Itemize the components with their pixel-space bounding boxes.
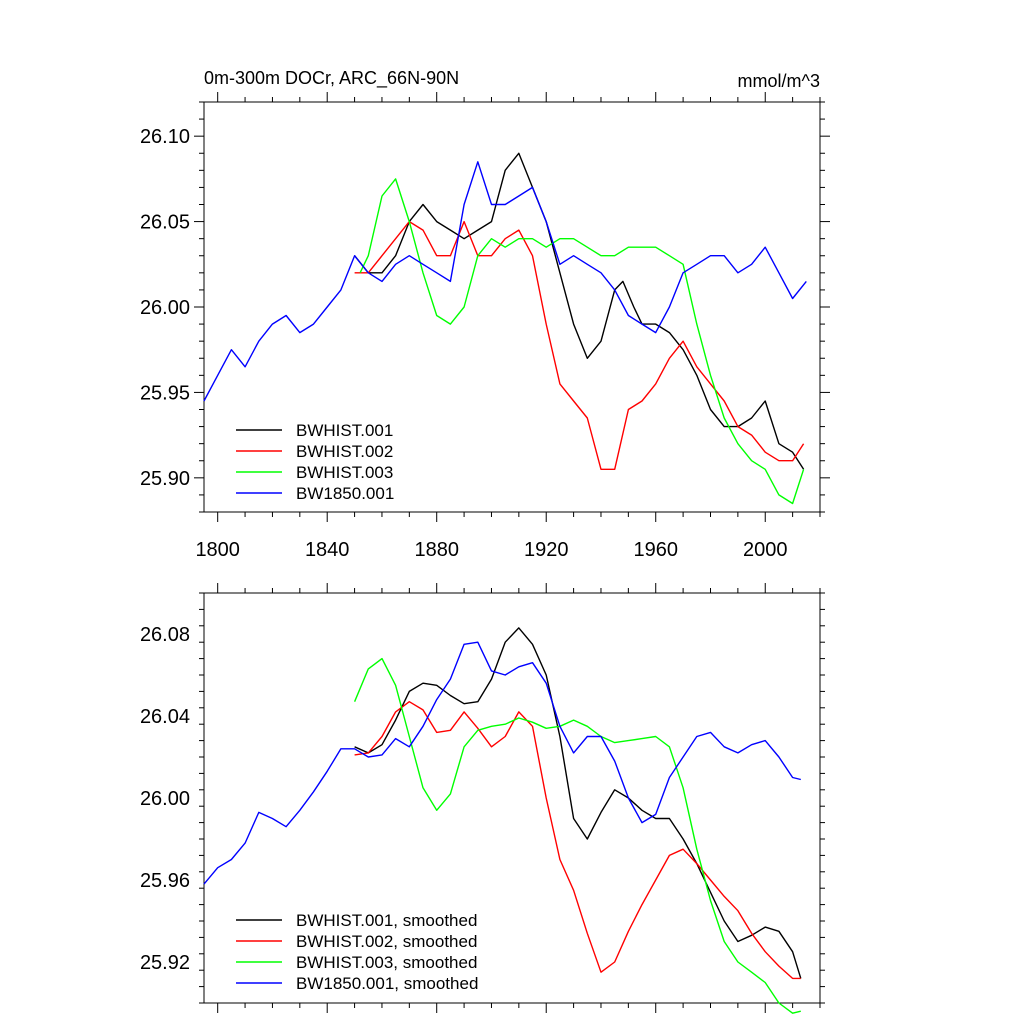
- y-tick-label: 25.95: [140, 382, 190, 404]
- legend-label: BWHIST.002, smoothed: [296, 932, 477, 951]
- series-line-3: [353, 657, 801, 1014]
- y-tick-label: 26.00: [140, 297, 190, 319]
- y-tick-label: 26.10: [140, 126, 190, 148]
- x-tick-label: 2000: [743, 539, 788, 561]
- series-line-4: [203, 161, 807, 402]
- top-chart-title: 0m-300m DOCr, ARC_66N-90N: [204, 68, 459, 89]
- series-line-2: [354, 701, 801, 980]
- y-tick-label: 25.90: [140, 468, 190, 490]
- legend-label: BW1850.001: [296, 484, 394, 503]
- x-tick-label: 1960: [633, 539, 678, 561]
- legend-label: BWHIST.002: [296, 442, 393, 461]
- x-tick-label: 1920: [524, 539, 569, 561]
- series-line-3: [359, 178, 805, 505]
- series-line-1: [354, 627, 802, 979]
- y-tick-label: 26.08: [140, 624, 190, 646]
- series-line-4: [203, 641, 801, 885]
- series-line-1: [354, 152, 805, 470]
- y-tick-label: 25.96: [140, 870, 190, 892]
- top-chart-units: mmol/m^3: [738, 71, 820, 91]
- x-tick-label: 1800: [195, 539, 240, 561]
- x-tick-label: 1840: [305, 539, 350, 561]
- legend-label: BWHIST.001: [296, 421, 393, 440]
- legend-label: BWHIST.003, smoothed: [296, 953, 477, 972]
- y-tick-label: 26.04: [140, 706, 190, 728]
- chart-panel-2: 25.92 25.96 26.00 26.04 26.08 BWHIST.001, smo…: [140, 583, 825, 1014]
- chart-panel-1: 1800 1840 1880 1920 1960 2000 25.90 25.95 26.00 2…: [140, 92, 830, 561]
- legend-label: BWHIST.003: [296, 463, 393, 482]
- plot-frame: [203, 592, 821, 1004]
- y-tick-label: 25.92: [140, 952, 190, 974]
- legend-label: BWHIST.001, smoothed: [296, 911, 477, 930]
- y-tick-label: 26.00: [140, 788, 190, 810]
- series-line-2: [354, 220, 805, 470]
- legend-label: BW1850.001, smoothed: [296, 974, 478, 993]
- y-tick-label: 26.05: [140, 212, 190, 234]
- x-tick-label: 1880: [414, 539, 459, 561]
